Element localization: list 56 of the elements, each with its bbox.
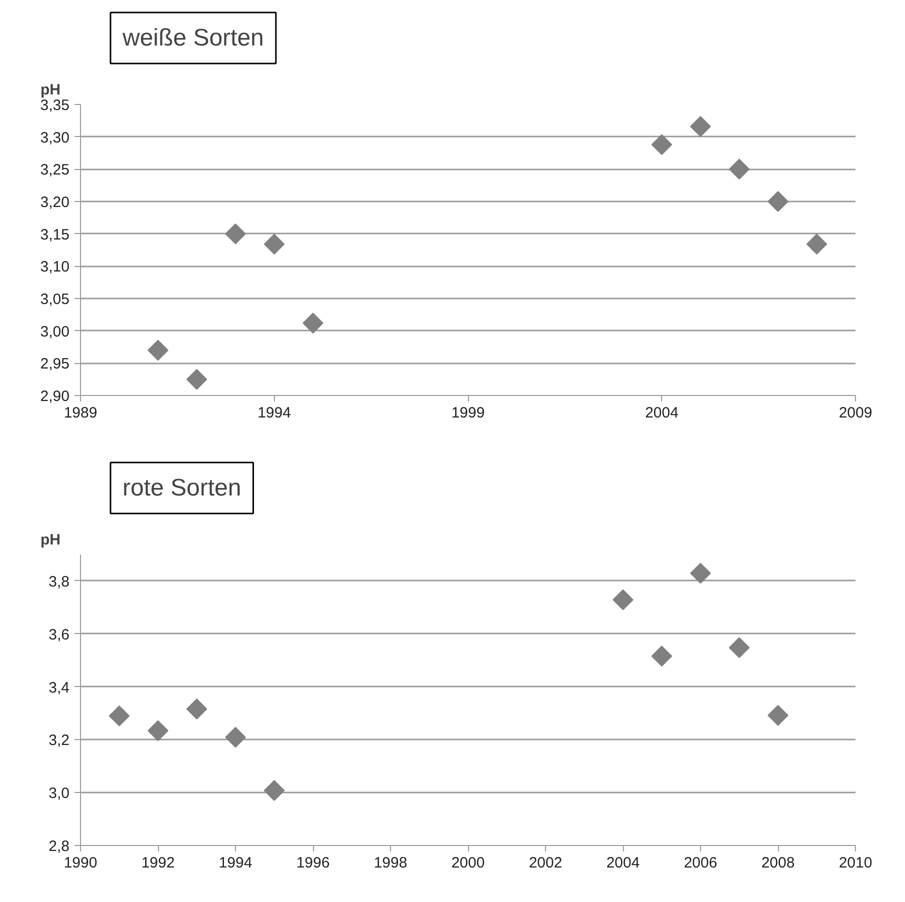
x-tick-label: 1989 — [64, 404, 98, 422]
x-tick-label: 2004 — [645, 404, 678, 422]
point — [768, 704, 788, 726]
y-tick-label: 3,25 — [40, 162, 70, 179]
chart-title: rote Sorten — [122, 474, 242, 502]
x-tick-label: 2008 — [761, 854, 795, 872]
y-tick-label: 3,20 — [40, 194, 70, 211]
x-tick-label: 2004 — [606, 854, 640, 872]
x-tick-label: 2002 — [528, 854, 562, 872]
point — [225, 223, 246, 244]
point — [690, 562, 711, 584]
y-tick-label: 3,00 — [40, 323, 70, 340]
point — [768, 191, 788, 212]
y-tick-label: 3,05 — [40, 291, 70, 308]
point — [728, 637, 750, 658]
x-tick-label: 1998 — [374, 854, 408, 872]
point — [108, 705, 130, 726]
y-tick-label: 2,8 — [48, 838, 70, 855]
y-tick-label: 2,95 — [40, 356, 70, 373]
y-tick-label: 3,35 — [40, 97, 70, 114]
x-tick-label: 2009 — [838, 404, 872, 422]
x-tick-label: 1999 — [451, 404, 485, 422]
point — [225, 726, 246, 748]
point — [728, 158, 750, 180]
y-tick-label: 3,10 — [40, 258, 70, 276]
point — [264, 234, 285, 255]
point — [186, 368, 208, 390]
x-tick-label: 1994 — [258, 404, 291, 422]
y-tick-label: 3,2 — [48, 732, 70, 750]
y-tick-label: 3,6 — [48, 626, 70, 644]
x-tick-label: 2006 — [684, 854, 718, 872]
x-tick-label: 1994 — [218, 854, 252, 872]
point — [651, 646, 672, 666]
y-tick-label: 3,0 — [48, 785, 70, 802]
point — [651, 134, 672, 155]
point — [612, 589, 634, 610]
y-tick-label: 3,15 — [40, 226, 70, 244]
y-tick-label: 3,30 — [40, 129, 70, 146]
point — [264, 780, 285, 801]
x-tick-label: 2000 — [451, 854, 485, 872]
point — [806, 234, 828, 255]
point — [148, 720, 168, 742]
point — [302, 312, 324, 334]
point — [186, 698, 208, 720]
x-tick-label: 1996 — [296, 854, 330, 872]
y-tick-label: 3,8 — [48, 573, 70, 590]
y-tick-label: 3,4 — [48, 679, 70, 696]
y-axis-title: pH — [40, 532, 60, 548]
x-tick-label: 1990 — [64, 854, 98, 872]
chart-title: weiße Sorten — [122, 24, 264, 52]
x-tick-label: 2010 — [838, 854, 872, 872]
point — [690, 116, 711, 137]
x-tick-label: 1992 — [141, 854, 175, 872]
y-axis-title: pH — [40, 82, 60, 98]
point — [148, 340, 168, 361]
y-tick-label: 2,90 — [40, 388, 70, 405]
